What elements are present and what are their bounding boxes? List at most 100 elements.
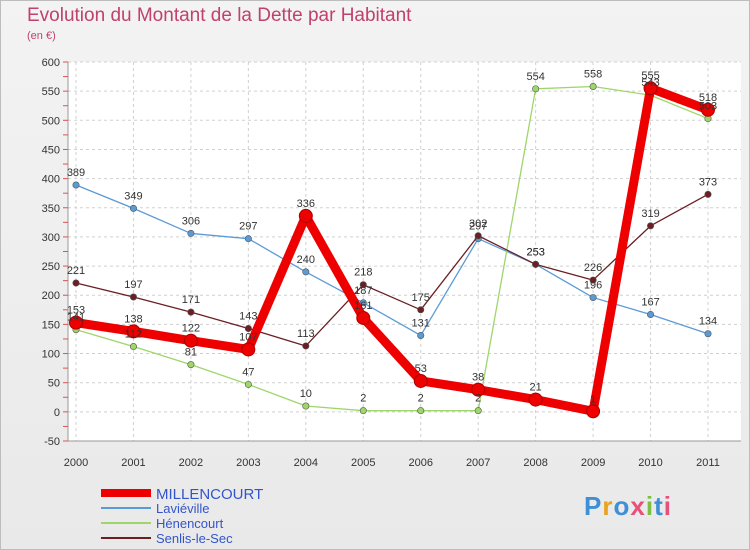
data-point: [69, 315, 83, 330]
data-label: 141: [67, 312, 85, 324]
y-tick-label: 0: [54, 407, 60, 419]
x-tick-label: 2010: [638, 457, 662, 469]
data-label: 558: [584, 68, 602, 80]
series-line-senlis-le-sec: [75, 193, 709, 347]
logo-letter: o: [613, 491, 631, 521]
x-tick-label: 2001: [121, 457, 145, 469]
data-label: 240: [297, 254, 315, 266]
legend-label: Hénencourt: [156, 516, 224, 531]
data-label: 112: [125, 329, 143, 341]
data-label: 554: [526, 71, 544, 83]
data-label: 2: [475, 393, 481, 405]
x-tick-label: 2008: [523, 457, 547, 469]
data-point: [413, 373, 428, 388]
data-label: 53: [415, 363, 427, 375]
data-label: 21: [530, 382, 542, 394]
data-point: [244, 380, 252, 388]
chart-title: Evolution du Montant de la Dette par Hab…: [27, 5, 412, 26]
data-point: [417, 331, 425, 339]
y-tick-label: 50: [48, 378, 60, 390]
x-tick-label: 2007: [466, 457, 490, 469]
data-point: [643, 81, 658, 96]
data-label: 555: [641, 70, 659, 82]
data-label: 1: [590, 393, 596, 405]
data-label: 319: [641, 208, 659, 220]
y-tick-label: 350: [42, 203, 60, 215]
data-point: [183, 333, 198, 348]
data-label: 302: [469, 218, 487, 230]
data-label: 226: [584, 262, 602, 274]
data-label: 113: [297, 328, 315, 340]
data-point: [302, 268, 310, 276]
legend-swatch: [101, 489, 151, 497]
data-point: [359, 281, 367, 289]
data-point: [417, 306, 425, 314]
y-tick-label: 150: [42, 319, 60, 331]
data-label: 187: [354, 285, 372, 297]
data-point: [129, 343, 137, 351]
legend-swatch: [101, 537, 151, 539]
data-point: [589, 294, 597, 302]
logo-letter: t: [654, 491, 664, 521]
y-tick-label: 500: [42, 115, 60, 127]
data-label: 38: [472, 372, 484, 384]
data-point: [417, 407, 425, 415]
y-tick-label: 400: [42, 174, 60, 186]
data-label: 47: [242, 366, 254, 378]
logo-letter: P: [584, 491, 603, 521]
x-tick-label: 2011: [696, 457, 720, 469]
data-point: [586, 404, 601, 419]
data-point: [126, 324, 141, 339]
series-line-lavi-ville: [75, 184, 709, 337]
data-label: 167: [641, 296, 659, 308]
plot-area: [68, 62, 741, 441]
data-point: [244, 235, 252, 243]
data-point: [187, 229, 195, 237]
data-label: 197: [124, 279, 142, 291]
x-tick-label: 2003: [236, 457, 260, 469]
y-tick-label: 600: [42, 57, 60, 69]
data-label: 10: [300, 388, 312, 400]
data-point: [244, 324, 252, 332]
data-label: 171: [182, 294, 200, 306]
x-tick-label: 2009: [581, 457, 605, 469]
data-label: 306: [182, 215, 200, 227]
data-point: [298, 208, 313, 223]
legend-label: Senlis-le-Sec: [156, 531, 233, 546]
data-label: 253: [526, 246, 544, 258]
data-label: 543: [641, 77, 659, 89]
data-point: [359, 407, 367, 415]
data-label: 153: [67, 305, 85, 317]
y-tick-label: 250: [42, 261, 60, 273]
y-tick-label: 550: [42, 86, 60, 98]
x-tick-label: 2004: [294, 457, 318, 469]
x-tick-label: 2005: [351, 457, 375, 469]
data-point: [187, 308, 195, 316]
logo-letter: i: [663, 491, 672, 521]
data-point: [72, 279, 80, 287]
data-label: 138: [124, 313, 142, 325]
data-label: 196: [584, 280, 602, 292]
data-point: [302, 402, 310, 410]
logo-letter: i: [645, 491, 655, 521]
series-layer: [69, 81, 715, 419]
data-label: 336: [297, 198, 315, 210]
data-label: 503: [699, 101, 717, 113]
x-tick-label: 2002: [179, 457, 203, 469]
data-point: [532, 260, 540, 268]
logo-letter: x: [630, 491, 646, 521]
series-line-h-nencourt: [75, 85, 709, 412]
data-point: [647, 310, 655, 318]
data-point: [589, 276, 597, 284]
x-tick-label: 2006: [408, 457, 432, 469]
data-label: 518: [699, 92, 717, 104]
data-point: [701, 102, 715, 117]
y-tick-label: -50: [44, 436, 60, 448]
y-tick-label: 450: [42, 144, 60, 156]
data-point: [241, 342, 256, 357]
data-label: 297: [469, 221, 487, 233]
data-label: 143: [239, 310, 257, 322]
data-point: [471, 382, 486, 397]
